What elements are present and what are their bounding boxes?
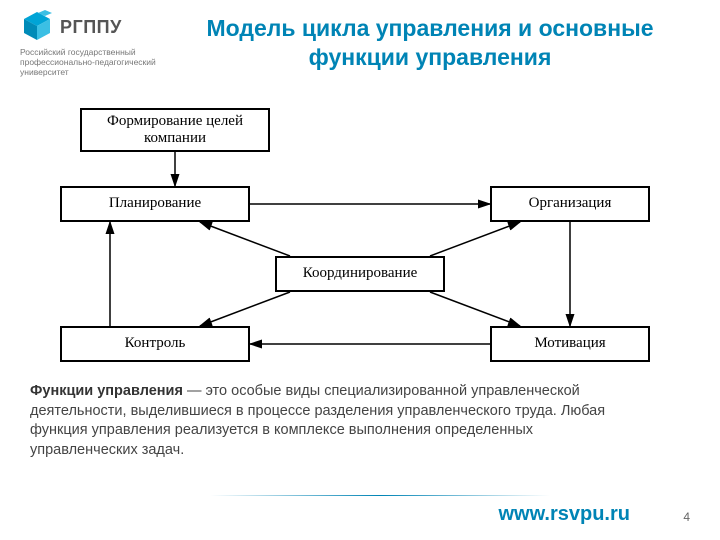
definition-term: Функции управления [30,383,183,399]
edge-coord-plan [200,222,290,256]
footer-divider [210,495,550,496]
node-goals: Формирование целей компании [80,108,270,152]
slide-title: Модель цикла управления и основные функц… [200,14,660,72]
node-motiv: Мотивация [490,326,650,362]
node-plan: Планирование [60,186,250,222]
logo-subtitle: Российский государственный профессиональ… [20,47,190,78]
edge-coord-control [200,292,290,326]
node-org: Организация [490,186,650,222]
logo-mark: РГППУ [20,10,190,44]
node-control: Контроль [60,326,250,362]
footer-url: www.rsvpu.ru [498,503,630,526]
edge-coord-org [430,222,520,256]
logo-cube-icon [20,10,54,44]
edge-coord-motiv [430,292,520,326]
page-number: 4 [683,510,690,524]
logo-acronym: РГППУ [60,17,122,38]
definition-paragraph: Функции управления — это особые виды спе… [30,382,630,460]
node-coord: Координирование [275,256,445,292]
university-logo: РГППУ Российский государственный професс… [20,10,190,78]
management-cycle-diagram: Формирование целей компании Планирование О… [60,108,660,378]
